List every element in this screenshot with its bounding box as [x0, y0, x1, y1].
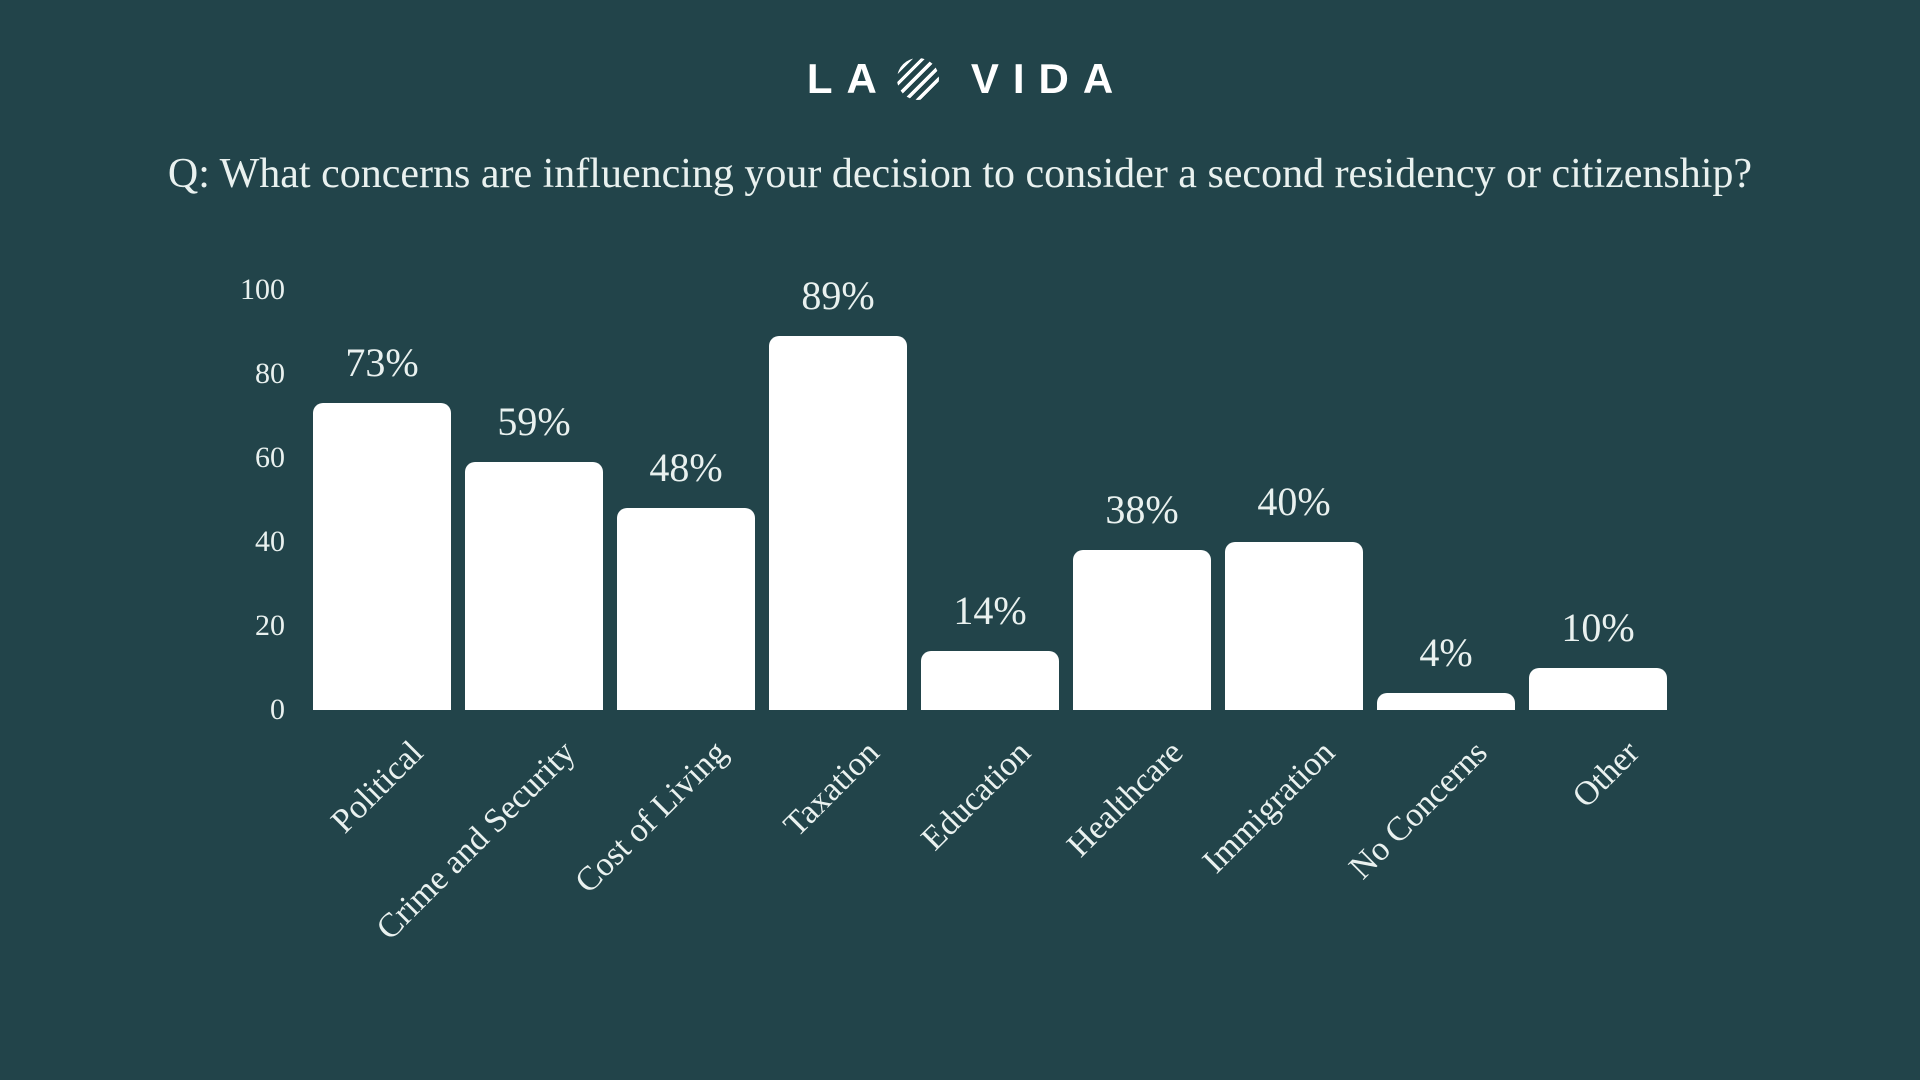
bar — [1073, 550, 1211, 710]
x-category-label: Education — [914, 734, 1039, 858]
bar-value-label: 4% — [1419, 630, 1473, 676]
logo-text-vida: VIDA — [970, 55, 1128, 102]
x-category-label: Political — [323, 734, 431, 841]
logo-text-la: LA — [806, 55, 891, 102]
y-tick-label: 40 — [255, 525, 285, 558]
y-tick-label: 20 — [255, 609, 285, 642]
bar-value-label: 14% — [953, 588, 1027, 634]
bar — [465, 462, 603, 710]
bar-value-label: 10% — [1561, 605, 1635, 650]
lavida-logo: LA VIDA — [0, 52, 1920, 106]
x-category-label: Other — [1565, 734, 1647, 815]
question-title: Q: What concerns are influencing your de… — [167, 151, 1753, 197]
bar — [921, 651, 1059, 710]
bar-value-label: 48% — [649, 445, 723, 491]
y-tick-label: 0 — [270, 693, 285, 726]
y-tick-label: 100 — [240, 273, 285, 306]
y-tick-label: 60 — [255, 441, 285, 474]
striped-globe-icon — [896, 58, 939, 100]
bar — [313, 403, 451, 710]
bar-value-label: 38% — [1105, 487, 1179, 533]
bar-value-label: 89% — [801, 273, 875, 319]
bar-value-label: 59% — [497, 399, 571, 445]
bar-value-label: 40% — [1257, 479, 1331, 524]
bar — [1529, 668, 1667, 710]
bar — [1377, 693, 1515, 710]
x-category-label: Taxation — [776, 734, 887, 844]
x-category-label: Cost of Living — [567, 734, 735, 901]
bar — [769, 336, 907, 710]
x-category-label: Healthcare — [1059, 734, 1191, 865]
bar-value-label: 73% — [345, 340, 419, 386]
x-category-label: Immigration — [1195, 734, 1343, 881]
bar — [617, 508, 755, 710]
bar — [1225, 542, 1363, 710]
x-category-label: No Concerns — [1341, 734, 1495, 887]
y-tick-label: 80 — [255, 357, 285, 390]
